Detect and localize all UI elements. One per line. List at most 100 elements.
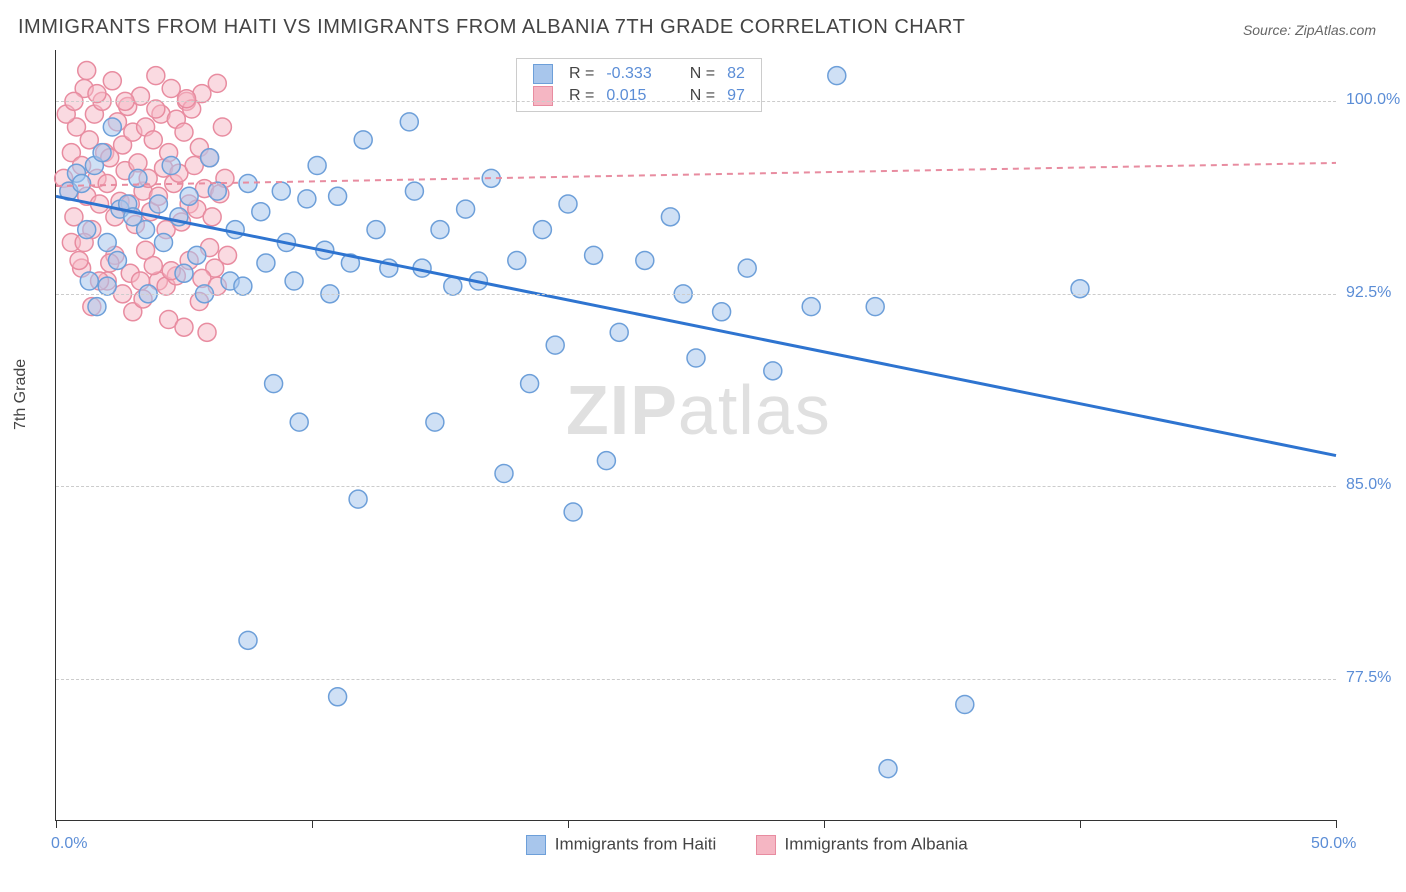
- scatter-point: [431, 221, 449, 239]
- scatter-point: [290, 413, 308, 431]
- scatter-point: [203, 208, 221, 226]
- scatter-point: [208, 74, 226, 92]
- swatch-albania-icon: [533, 86, 553, 106]
- r-value-0: -0.333: [600, 63, 657, 85]
- scatter-point: [508, 251, 526, 269]
- legend-row-haiti: R = -0.333 N = 82: [527, 63, 751, 85]
- scatter-point: [98, 174, 116, 192]
- scatter-point: [426, 413, 444, 431]
- scatter-point: [147, 67, 165, 85]
- scatter-point: [147, 100, 165, 118]
- n-value-1: 97: [721, 85, 751, 107]
- scatter-point: [349, 490, 367, 508]
- r-label-1: R =: [563, 85, 600, 107]
- scatter-point: [597, 452, 615, 470]
- x-tick-label: 0.0%: [51, 835, 87, 853]
- y-tick-label: 77.5%: [1346, 669, 1391, 687]
- swatch-bottom-albania-icon: [756, 835, 776, 855]
- scatter-point: [533, 221, 551, 239]
- scatter-point: [367, 221, 385, 239]
- x-tick: [56, 820, 57, 828]
- trend-line: [56, 196, 1336, 455]
- scatter-point: [764, 362, 782, 380]
- scatter-point: [828, 67, 846, 85]
- source-name: ZipAtlas.com: [1295, 22, 1376, 38]
- x-tick: [568, 820, 569, 828]
- scatter-point: [78, 62, 96, 80]
- scatter-plot-area: ZIPatlas R = -0.333 N = 82 R = 0.015: [55, 50, 1336, 821]
- scatter-point: [162, 80, 180, 98]
- n-label-0: N =: [684, 63, 721, 85]
- scatter-point: [687, 349, 705, 367]
- scatter-point: [188, 246, 206, 264]
- scatter-point: [155, 234, 173, 252]
- scatter-point: [98, 277, 116, 295]
- x-tick: [1080, 820, 1081, 828]
- scatter-point: [80, 272, 98, 290]
- scatter-point: [257, 254, 275, 272]
- scatter-point: [802, 298, 820, 316]
- scatter-point: [1071, 280, 1089, 298]
- scatter-point: [559, 195, 577, 213]
- scatter-point: [285, 272, 303, 290]
- scatter-point: [457, 200, 475, 218]
- x-tick-label: 50.0%: [1311, 835, 1356, 853]
- scatter-point: [175, 264, 193, 282]
- series-name-1: Immigrants from Albania: [784, 835, 967, 854]
- gridline: [56, 679, 1336, 680]
- scatter-point: [866, 298, 884, 316]
- scatter-point: [636, 251, 654, 269]
- scatter-point: [713, 303, 731, 321]
- scatter-point: [234, 277, 252, 295]
- scatter-point: [201, 149, 219, 167]
- gridline: [56, 294, 1336, 295]
- r-value-1: 0.015: [600, 85, 657, 107]
- x-tick: [312, 820, 313, 828]
- scatter-point: [564, 503, 582, 521]
- scatter-point: [495, 465, 513, 483]
- scatter-point: [738, 259, 756, 277]
- scatter-point: [98, 234, 116, 252]
- correlation-legend: R = -0.333 N = 82 R = 0.015 N = 97: [516, 58, 762, 112]
- n-label-1: N =: [684, 85, 721, 107]
- chart-title: IMMIGRANTS FROM HAITI VS IMMIGRANTS FROM…: [18, 16, 965, 39]
- source-label: Source:: [1243, 22, 1291, 38]
- scatter-point: [329, 187, 347, 205]
- r-label-0: R =: [563, 63, 600, 85]
- y-tick-label: 100.0%: [1346, 91, 1400, 109]
- scatter-point: [103, 72, 121, 90]
- scatter-point: [585, 246, 603, 264]
- scatter-point: [329, 688, 347, 706]
- source-attribution: Source: ZipAtlas.com: [1243, 22, 1376, 38]
- scatter-point: [78, 221, 96, 239]
- scatter-point: [70, 251, 88, 269]
- x-tick: [1336, 820, 1337, 828]
- scatter-point: [546, 336, 564, 354]
- x-tick: [824, 820, 825, 828]
- scatter-point: [162, 157, 180, 175]
- swatch-haiti-icon: [533, 64, 553, 84]
- scatter-point: [178, 90, 196, 108]
- scatter-point: [198, 323, 216, 341]
- scatter-point: [354, 131, 372, 149]
- scatter-point: [88, 298, 106, 316]
- scatter-point: [956, 696, 974, 714]
- scatter-point: [521, 375, 539, 393]
- scatter-point: [239, 631, 257, 649]
- scatter-point: [400, 113, 418, 131]
- scatter-point: [93, 144, 111, 162]
- scatter-point: [144, 257, 162, 275]
- scatter-point: [444, 277, 462, 295]
- scatter-point: [88, 85, 106, 103]
- y-tick-label: 85.0%: [1346, 476, 1391, 494]
- scatter-point: [219, 246, 237, 264]
- scatter-point: [103, 118, 121, 136]
- n-value-0: 82: [721, 63, 751, 85]
- scatter-point: [265, 375, 283, 393]
- scatter-point: [298, 190, 316, 208]
- scatter-point: [137, 221, 155, 239]
- scatter-point: [175, 123, 193, 141]
- scatter-point: [208, 182, 226, 200]
- scatter-point: [405, 182, 423, 200]
- y-axis-label: 7th Grade: [12, 359, 30, 430]
